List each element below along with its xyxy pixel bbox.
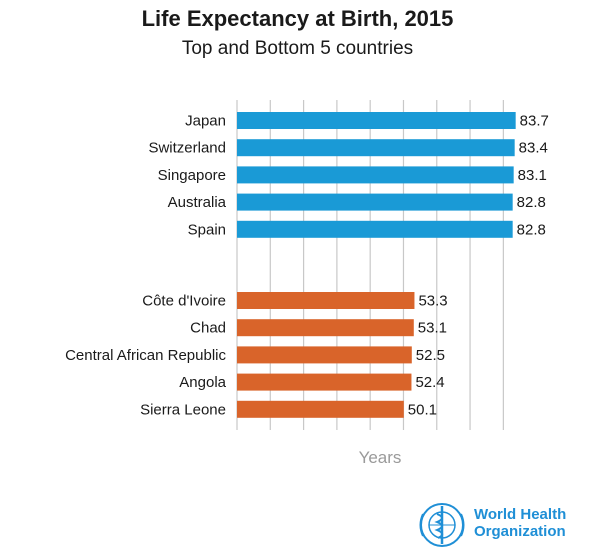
value-label: 83.7 <box>520 113 549 130</box>
category-label: Japan <box>185 113 226 130</box>
value-label: 52.4 <box>415 374 444 391</box>
logo-line-1: World Health <box>474 506 567 523</box>
value-label: 50.1 <box>408 401 437 418</box>
category-label: Côte d'Ivoire <box>142 293 226 310</box>
bar <box>237 139 515 157</box>
category-label: Australia <box>168 194 227 211</box>
bar-chart: Japan 83.7 Switzerland 83.4 Singapore 83.1 Aus… <box>65 100 549 467</box>
x-axis-label: Years <box>359 448 402 467</box>
bar <box>237 220 513 238</box>
value-label: 83.1 <box>518 167 547 184</box>
category-label: Chad <box>190 320 226 337</box>
chart-title: Life Expectancy at Birth, 2015 <box>141 6 454 31</box>
who-emblem-icon <box>419 503 465 547</box>
who-logo-text: World Health Organization <box>474 506 566 540</box>
chart-subtitle: Top and Bottom 5 countries <box>181 38 414 59</box>
category-label: Sierra Leone <box>140 401 226 418</box>
bar <box>237 346 412 364</box>
value-label: 83.4 <box>519 140 548 157</box>
bar <box>237 166 514 184</box>
value-label: 82.8 <box>517 221 546 238</box>
category-label: Singapore <box>158 167 226 184</box>
value-label: 82.8 <box>517 194 546 211</box>
who-logo: World Health Organization <box>414 500 584 550</box>
logo-line-2: Organization <box>474 523 566 540</box>
category-label: Angola <box>179 374 226 391</box>
bars: Japan 83.7 Switzerland 83.4 Singapore 83.1 Aus… <box>65 112 549 418</box>
category-label: Switzerland <box>148 140 226 157</box>
value-label: 52.5 <box>416 347 445 364</box>
bar <box>237 112 516 129</box>
value-label: 53.1 <box>418 320 447 337</box>
category-label: Central African Republic <box>65 347 226 364</box>
bar <box>237 292 415 309</box>
bar <box>237 319 414 337</box>
value-label: 53.3 <box>418 293 447 310</box>
bar <box>237 193 513 211</box>
category-label: Spain <box>188 221 226 238</box>
bar <box>237 400 404 418</box>
bar <box>237 373 412 391</box>
